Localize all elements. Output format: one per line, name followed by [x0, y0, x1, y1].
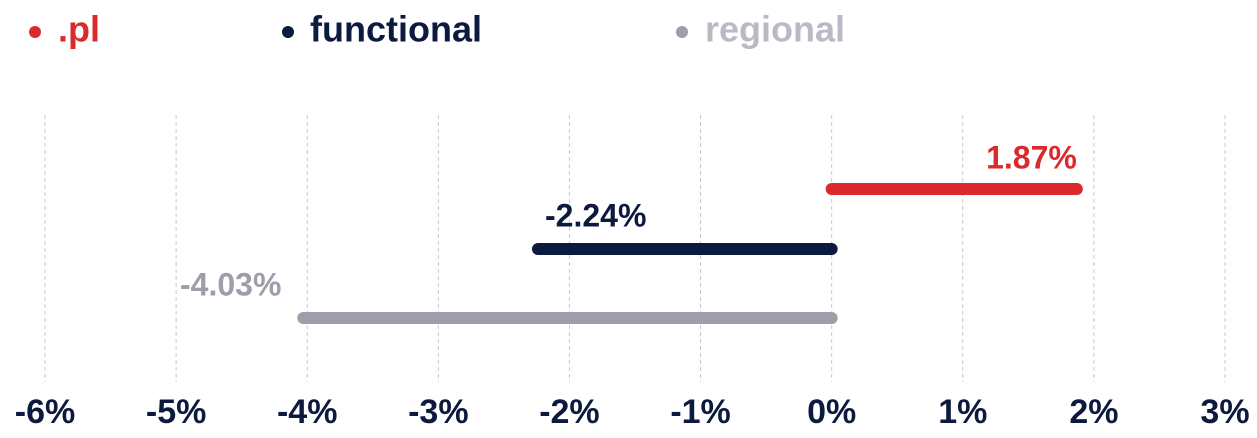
x-tick-label: 0%: [807, 393, 856, 431]
value-label: -4.03%: [180, 266, 281, 302]
value-label: 1.87%: [986, 139, 1077, 175]
x-tick-label: 3%: [1200, 393, 1249, 431]
x-tick-label: -6%: [15, 393, 75, 431]
legend-dot: [282, 26, 294, 38]
x-tick-label: -3%: [408, 393, 468, 431]
legend-label: functional: [310, 9, 482, 50]
legend-label: .pl: [58, 9, 100, 50]
x-tick-label: -1%: [670, 393, 730, 431]
legend-label: regional: [705, 9, 845, 50]
value-label: -2.24%: [545, 197, 646, 233]
x-tick-label: 1%: [938, 393, 987, 431]
x-tick-label: -2%: [539, 393, 599, 431]
legend-dot: [676, 26, 688, 38]
x-tick-label: 2%: [1069, 393, 1118, 431]
x-tick-label: -5%: [146, 393, 206, 431]
legend-dot: [29, 26, 41, 38]
x-tick-label: -4%: [277, 393, 337, 431]
